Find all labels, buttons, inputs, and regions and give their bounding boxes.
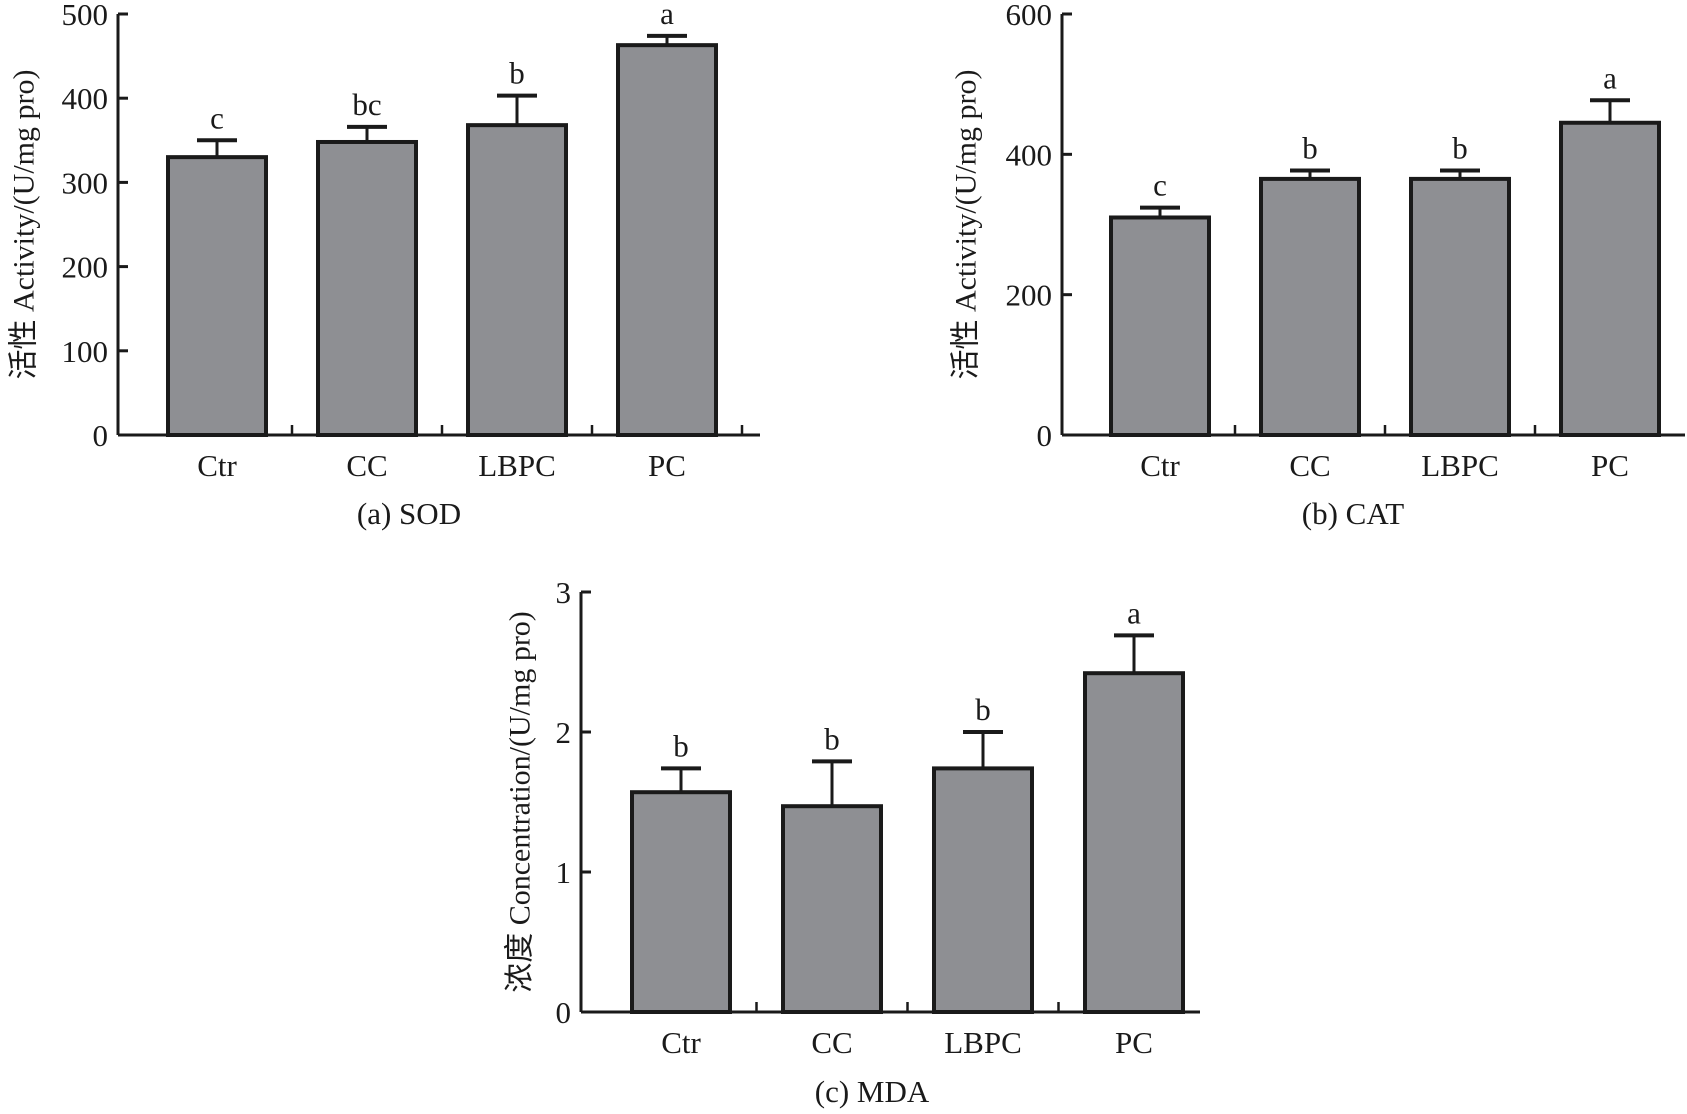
x-tick-label: LBPC <box>944 1025 1022 1060</box>
chart-panel-asod: 0 100 200 300 400 500 c Ctr bc CC b LBPC a PC 活性 Activ… <box>8 0 760 531</box>
x-tick-label: Ctr <box>1140 448 1180 483</box>
x-tick-label: PC <box>648 448 686 483</box>
significance-letter: a <box>1127 595 1141 630</box>
x-tick-label: CC <box>1289 448 1330 483</box>
y-tick-label: 0 <box>1037 418 1053 453</box>
x-tick-label: CC <box>811 1025 852 1060</box>
y-axis-label: 浓度 Concentration/(U/mg pro) <box>504 611 537 993</box>
y-axis-label: 活性 Activity/(U/mg pro) <box>950 70 983 380</box>
y-tick-label: 3 <box>556 575 572 610</box>
bar-pc <box>1559 120 1661 437</box>
significance-letter: a <box>660 0 674 31</box>
significance-letter: b <box>1452 130 1468 165</box>
y-tick-label: 600 <box>1006 0 1053 32</box>
y-tick-label: 400 <box>62 81 109 116</box>
significance-letter: c <box>1153 168 1167 203</box>
bar-cc <box>1259 176 1361 437</box>
x-tick-label: LBPC <box>1421 448 1499 483</box>
chart-panel-bcat: 0 200 400 600 c Ctr b CC b LBPC a PC 活性 Activity/(U/… <box>950 0 1685 531</box>
significance-letter: b <box>824 721 840 756</box>
significance-letter: bc <box>352 87 381 122</box>
significance-letter: b <box>673 728 689 763</box>
x-tick-label: Ctr <box>197 448 237 483</box>
y-tick-label: 1 <box>556 855 572 890</box>
chart-caption: (a) SOD <box>357 496 461 531</box>
y-tick-label: 500 <box>62 0 109 32</box>
bar-cc <box>316 139 418 437</box>
y-tick-label: 300 <box>62 165 109 200</box>
bar-cc <box>781 804 883 1015</box>
y-tick-label: 200 <box>1006 278 1053 313</box>
x-tick-label: PC <box>1591 448 1629 483</box>
x-tick-label: CC <box>346 448 387 483</box>
bar-lbpc <box>932 766 1034 1015</box>
chart-panel-cmda: 0 1 2 3 b Ctr b CC b LBPC a PC 浓度 Concentration/(U/m… <box>504 575 1200 1109</box>
y-tick-label: 400 <box>1006 137 1053 172</box>
y-tick-label: 0 <box>93 418 109 453</box>
chart-caption: (b) CAT <box>1302 496 1405 531</box>
x-tick-label: Ctr <box>661 1025 701 1060</box>
y-tick-label: 2 <box>556 715 572 750</box>
bar-lbpc <box>466 123 568 437</box>
x-tick-label: PC <box>1115 1025 1153 1060</box>
significance-letter: b <box>975 692 991 727</box>
y-tick-label: 200 <box>62 250 109 285</box>
bar-pc <box>1083 671 1185 1014</box>
x-tick-label: LBPC <box>478 448 556 483</box>
y-axis-label: 活性 Activity/(U/mg pro) <box>8 70 41 380</box>
significance-letter: a <box>1603 60 1617 95</box>
bar-pc <box>616 43 718 438</box>
significance-letter: c <box>210 100 224 135</box>
y-tick-label: 100 <box>62 334 109 369</box>
bar-lbpc <box>1409 176 1511 437</box>
bar-ctr <box>1109 215 1211 437</box>
significance-letter: b <box>509 56 525 91</box>
significance-letter: b <box>1302 130 1318 165</box>
chart-caption: (c) MDA <box>815 1074 930 1109</box>
bar-ctr <box>630 790 732 1015</box>
bar-ctr <box>166 155 268 437</box>
y-tick-label: 0 <box>556 995 572 1030</box>
